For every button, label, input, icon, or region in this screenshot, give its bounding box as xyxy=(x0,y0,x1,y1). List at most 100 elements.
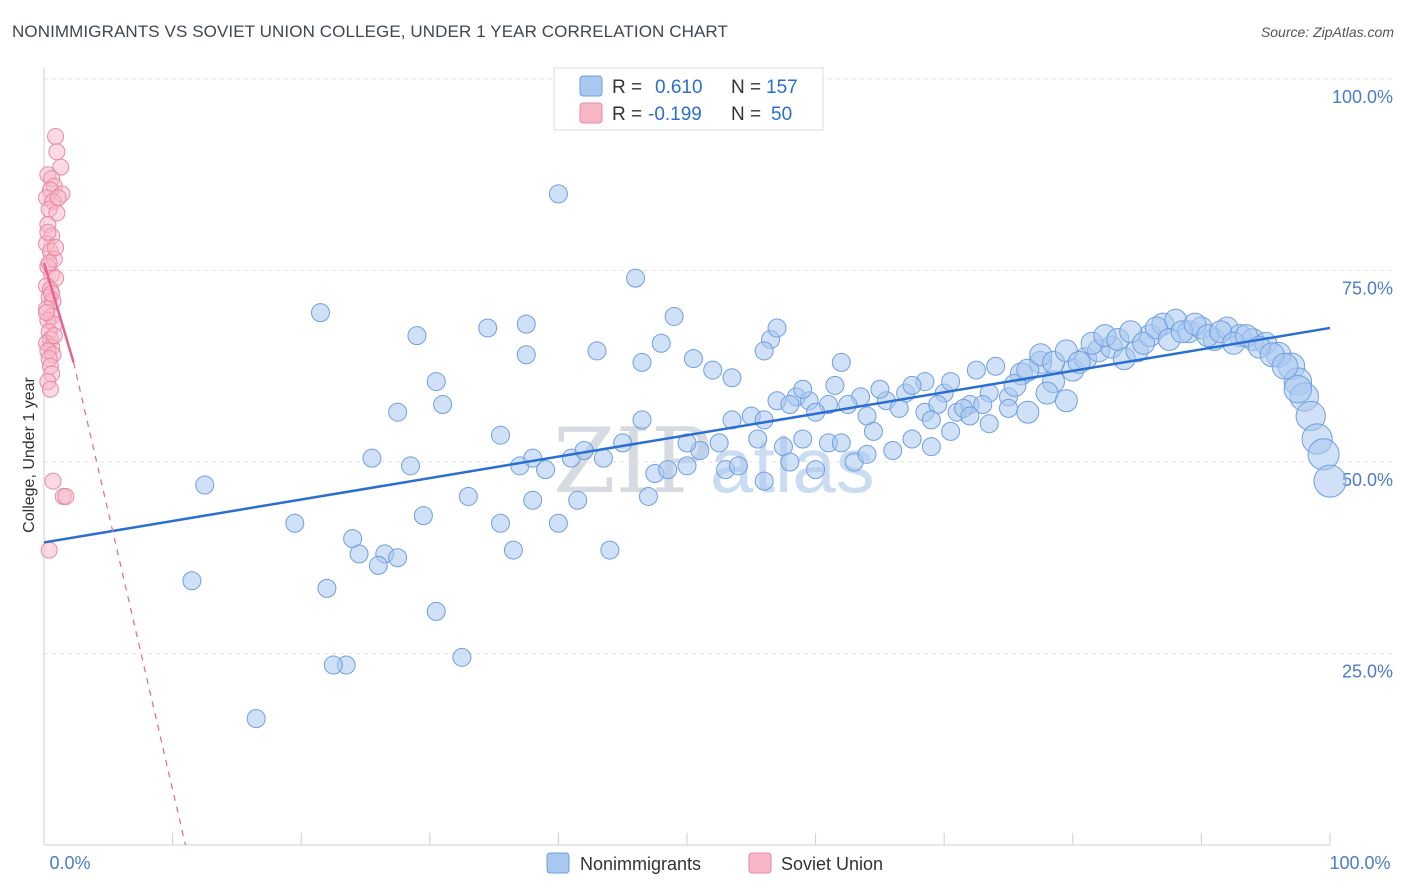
nonimmigrants-point xyxy=(1016,358,1040,382)
nonimmigrants-point xyxy=(568,490,588,510)
nonimmigrants-trend-line xyxy=(43,326,1331,544)
nonimmigrants-point xyxy=(632,352,652,372)
y-axis-label: College, Under 1 year xyxy=(21,377,38,533)
nonimmigrants-point xyxy=(677,456,697,476)
nonimmigrants-point xyxy=(722,368,742,388)
nonimmigrants-point xyxy=(246,709,266,729)
y-tick-labels: 25.0% 50.0% 75.0% 100.0% xyxy=(1332,87,1393,682)
nonimmigrants-point xyxy=(999,398,1018,418)
nonimmigrants-point xyxy=(831,433,851,453)
soviet-union-point xyxy=(47,239,65,257)
nonimmigrants-point xyxy=(986,356,1006,376)
legend-n-label-2: N = xyxy=(731,104,761,125)
nonimmigrants-point xyxy=(767,318,787,338)
nonimmigrants-point xyxy=(1307,438,1340,471)
nonimmigrants-point xyxy=(433,395,453,415)
nonimmigrants-point xyxy=(388,402,408,422)
nonimmigrants-point xyxy=(458,486,478,506)
nonimmigrants-point xyxy=(491,425,511,445)
nonimmigrants-point xyxy=(638,486,658,506)
nonimmigrants-point xyxy=(593,448,613,468)
y-tick-label-25: 25.0% xyxy=(1342,662,1393,682)
nonimmigrants-point xyxy=(195,475,215,495)
nonimmigrants-point xyxy=(491,513,511,533)
y-tick-label-50: 50.0% xyxy=(1342,470,1393,490)
soviet-union-point xyxy=(41,380,59,398)
nonimmigrants-point xyxy=(413,506,433,526)
bottom-legend-label-nonimmigrants: Nonimmigrants xyxy=(580,854,701,874)
nonimmigrants-point xyxy=(902,429,922,449)
nonimmigrants-point xyxy=(613,433,633,453)
bottom-legend-swatch-soviet-union xyxy=(748,852,772,874)
nonimmigrants-point xyxy=(838,395,858,415)
nonimmigrants-point xyxy=(548,184,568,204)
nonimmigrants-point xyxy=(806,460,826,480)
nonimmigrants-point xyxy=(1283,374,1313,404)
nonimmigrants-point xyxy=(536,460,556,480)
nonimmigrants-point xyxy=(664,306,684,326)
nonimmigrants-point xyxy=(754,341,774,361)
nonimmigrants-point xyxy=(754,471,774,491)
nonimmigrants-point xyxy=(979,414,999,434)
source-label: Source: ZipAtlas.com xyxy=(1260,24,1394,40)
nonimmigrants-point xyxy=(516,345,536,365)
soviet-union-point xyxy=(49,189,67,207)
nonimmigrants-point xyxy=(349,544,369,564)
soviet-union-point xyxy=(39,223,57,241)
nonimmigrants-point xyxy=(587,341,607,361)
nonimmigrants-point xyxy=(870,379,890,399)
nonimmigrants-point xyxy=(960,406,980,426)
soviet-union-point xyxy=(57,487,75,505)
nonimmigrants-point xyxy=(780,452,800,472)
nonimmigrants-point xyxy=(1313,464,1347,498)
nonimmigrants-point xyxy=(863,421,883,441)
legend-n-value-2: 50 xyxy=(771,104,792,125)
x-tick-label-max: 100.0% xyxy=(1329,853,1390,873)
bottom-legend-label-soviet-union: Soviet Union xyxy=(781,854,883,874)
nonimmigrants-point xyxy=(941,372,961,392)
nonimmigrants-point xyxy=(452,647,472,667)
soviet-union-point xyxy=(48,143,66,161)
nonimmigrants-point xyxy=(831,352,851,372)
nonimmigrants-point xyxy=(921,410,941,430)
nonimmigrants-point xyxy=(362,448,382,468)
legend-n-value-1: 157 xyxy=(766,77,798,98)
legend-r-label-1: R = xyxy=(612,77,642,98)
nonimmigrants-point xyxy=(748,429,768,449)
nonimmigrants-point xyxy=(1016,400,1040,424)
legend-swatch-nonimmigrants xyxy=(579,75,603,97)
nonimmigrants-point xyxy=(857,444,877,464)
nonimmigrants-point xyxy=(407,326,427,346)
soviet-union-point xyxy=(45,327,63,345)
trend-lines xyxy=(42,262,1331,846)
nonimmigrants-point xyxy=(651,333,671,353)
nonimmigrants-point xyxy=(683,349,703,369)
nonimmigrants-point xyxy=(754,410,774,430)
nonimmigrants-point xyxy=(317,578,337,598)
nonimmigrants-point xyxy=(310,303,330,323)
nonimmigrants-point xyxy=(401,456,421,476)
y-tick-label-100: 100.0% xyxy=(1332,87,1393,107)
nonimmigrants-point xyxy=(426,372,446,392)
y-tick-label-75: 75.0% xyxy=(1342,279,1393,299)
soviet-union-point xyxy=(40,541,58,559)
nonimmigrants-point xyxy=(600,540,620,560)
soviet-union-trend-extension xyxy=(72,362,187,846)
chart-title: NONIMMIGRANTS VS SOVIET UNION COLLEGE, U… xyxy=(12,22,728,41)
nonimmigrants-point xyxy=(825,375,845,395)
soviet-union-point xyxy=(47,127,65,145)
nonimmigrants-point xyxy=(883,441,903,461)
nonimmigrants-point xyxy=(1271,352,1299,380)
nonimmigrants-point xyxy=(388,548,408,568)
legend-r-value-2: -0.199 xyxy=(648,104,702,125)
nonimmigrants-point xyxy=(426,601,446,621)
soviet-union-points xyxy=(38,127,75,559)
nonimmigrants-point xyxy=(921,437,941,457)
nonimmigrants-point xyxy=(285,513,305,533)
nonimmigrants-point xyxy=(1132,331,1156,355)
legend-r-value-1: 0.610 xyxy=(655,77,703,98)
nonimmigrants-point xyxy=(709,433,729,453)
nonimmigrants-point xyxy=(677,433,697,453)
nonimmigrants-point xyxy=(523,490,543,510)
nonimmigrants-point xyxy=(941,421,961,441)
